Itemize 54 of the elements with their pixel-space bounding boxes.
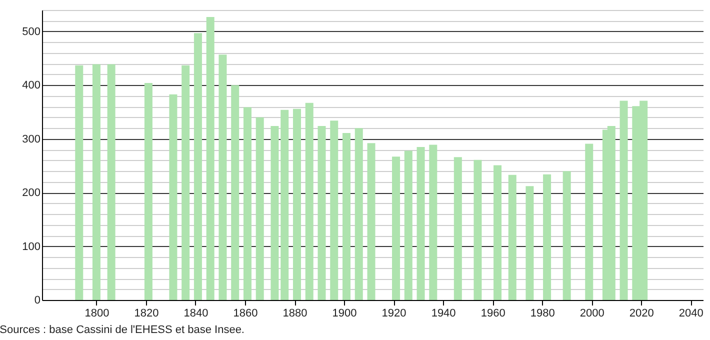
x-tick-label: 1840 — [184, 308, 208, 320]
bar — [392, 156, 400, 300]
bar — [206, 16, 214, 300]
source-note: Sources : base Cassini de l'EHESS et base Insee. — [0, 324, 244, 336]
bar — [75, 65, 84, 300]
bar — [494, 165, 502, 300]
x-tick-label: 1820 — [134, 308, 159, 320]
bar — [620, 100, 628, 300]
x-tick-label: 1960 — [480, 308, 506, 320]
y-tick-label: 0 — [34, 294, 40, 306]
bar — [585, 144, 594, 300]
bar — [367, 143, 376, 300]
x-tick-label: 2040 — [678, 308, 704, 320]
bar — [231, 85, 240, 300]
bar — [318, 126, 326, 300]
x-tick-label: 1900 — [332, 308, 357, 320]
x-tick-label: 1980 — [530, 308, 555, 320]
bar — [292, 108, 301, 300]
x-tick-label: 1880 — [282, 308, 308, 320]
bar — [429, 144, 438, 300]
bar — [562, 171, 571, 300]
y-tick-label: 100 — [22, 240, 40, 253]
y-tick-label: 500 — [22, 26, 40, 38]
bar — [243, 107, 252, 300]
bar — [508, 174, 516, 300]
y-tick-label: 200 — [22, 187, 40, 200]
x-tick-label: 1800 — [84, 308, 110, 320]
bar — [454, 157, 462, 300]
bar — [169, 94, 178, 300]
x-tick-label: 1940 — [431, 308, 456, 320]
bar — [270, 126, 279, 300]
x-tick-label: 2020 — [629, 308, 654, 320]
bar — [474, 160, 482, 300]
bar — [416, 146, 425, 300]
bar — [305, 102, 314, 300]
bar — [404, 150, 412, 300]
bar — [194, 33, 202, 300]
bar — [144, 83, 152, 300]
x-tick-label: 1860 — [233, 308, 258, 320]
bar — [280, 110, 289, 300]
bar — [256, 117, 264, 300]
bar — [526, 186, 534, 300]
x-tick-label: 2000 — [580, 308, 604, 320]
bar — [543, 174, 552, 300]
bar — [218, 54, 227, 300]
y-tick-label: 300 — [22, 133, 40, 146]
bar — [182, 65, 190, 300]
y-tick-label: 400 — [22, 80, 40, 92]
bar — [330, 120, 338, 300]
x-tick-label: 1920 — [382, 308, 406, 320]
bar — [92, 64, 100, 300]
bar — [354, 128, 363, 300]
bar — [107, 64, 116, 300]
bar — [342, 132, 351, 300]
